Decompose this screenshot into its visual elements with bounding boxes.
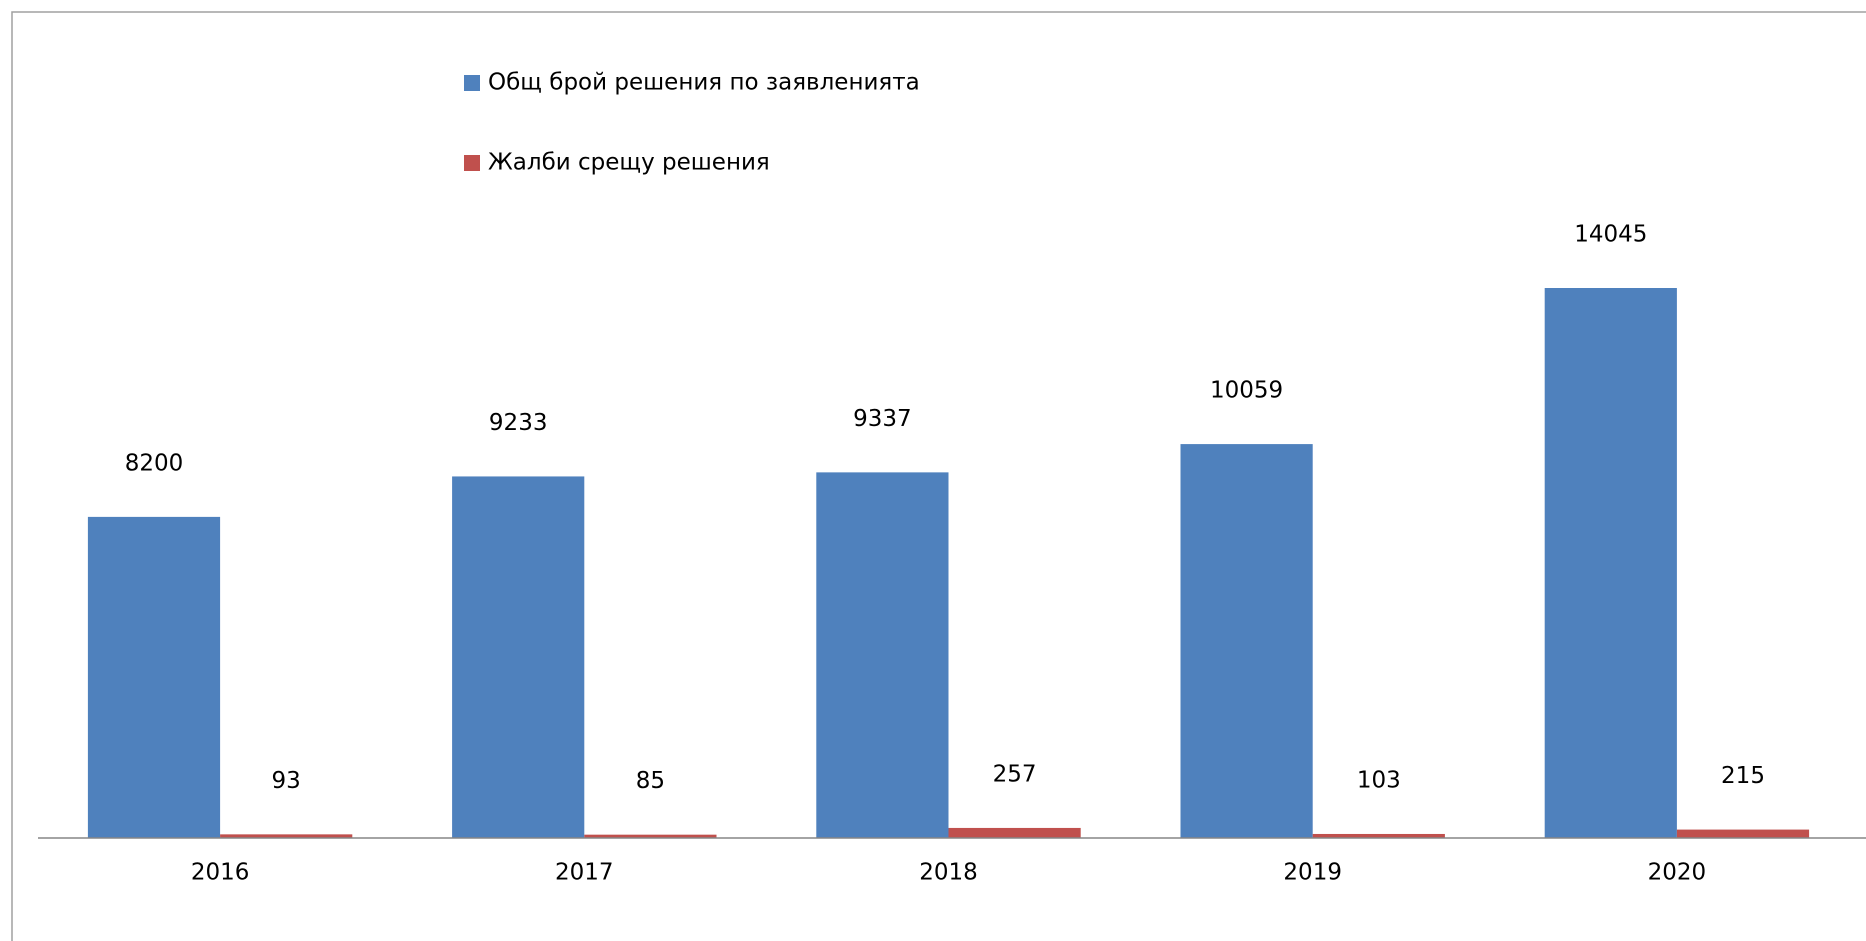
bar bbox=[1544, 288, 1677, 838]
data-label: 10059 bbox=[1210, 378, 1283, 404]
legend-label: Жалби срещу решения bbox=[488, 150, 770, 176]
bar bbox=[816, 472, 949, 838]
bar bbox=[584, 834, 717, 838]
data-label: 93 bbox=[272, 768, 301, 794]
chart-frame bbox=[11, 11, 1866, 941]
x-tick-label: 2016 bbox=[191, 860, 250, 886]
x-tick-label: 2019 bbox=[1283, 860, 1342, 886]
data-label: 215 bbox=[1721, 763, 1765, 789]
bar bbox=[87, 516, 221, 838]
x-tick-label: 2018 bbox=[919, 860, 978, 886]
legend-label: Общ брой решения по заявленията bbox=[488, 70, 920, 96]
data-label: 103 bbox=[1357, 767, 1401, 793]
bar bbox=[1676, 829, 1810, 838]
data-label: 85 bbox=[636, 768, 665, 794]
data-label: 257 bbox=[993, 761, 1037, 787]
bar bbox=[1180, 444, 1313, 838]
x-tick-label: 2017 bbox=[555, 860, 614, 886]
bar bbox=[220, 834, 353, 838]
data-label: 14045 bbox=[1574, 222, 1647, 248]
data-label: 9233 bbox=[489, 410, 548, 436]
legend-swatch bbox=[464, 155, 480, 171]
legend-swatch bbox=[464, 75, 480, 91]
bar bbox=[452, 476, 585, 838]
bar bbox=[1312, 833, 1445, 838]
data-label: 9337 bbox=[853, 406, 912, 432]
bar bbox=[948, 827, 1081, 838]
x-tick-label: 2020 bbox=[1648, 860, 1707, 886]
data-label: 8200 bbox=[125, 450, 184, 476]
